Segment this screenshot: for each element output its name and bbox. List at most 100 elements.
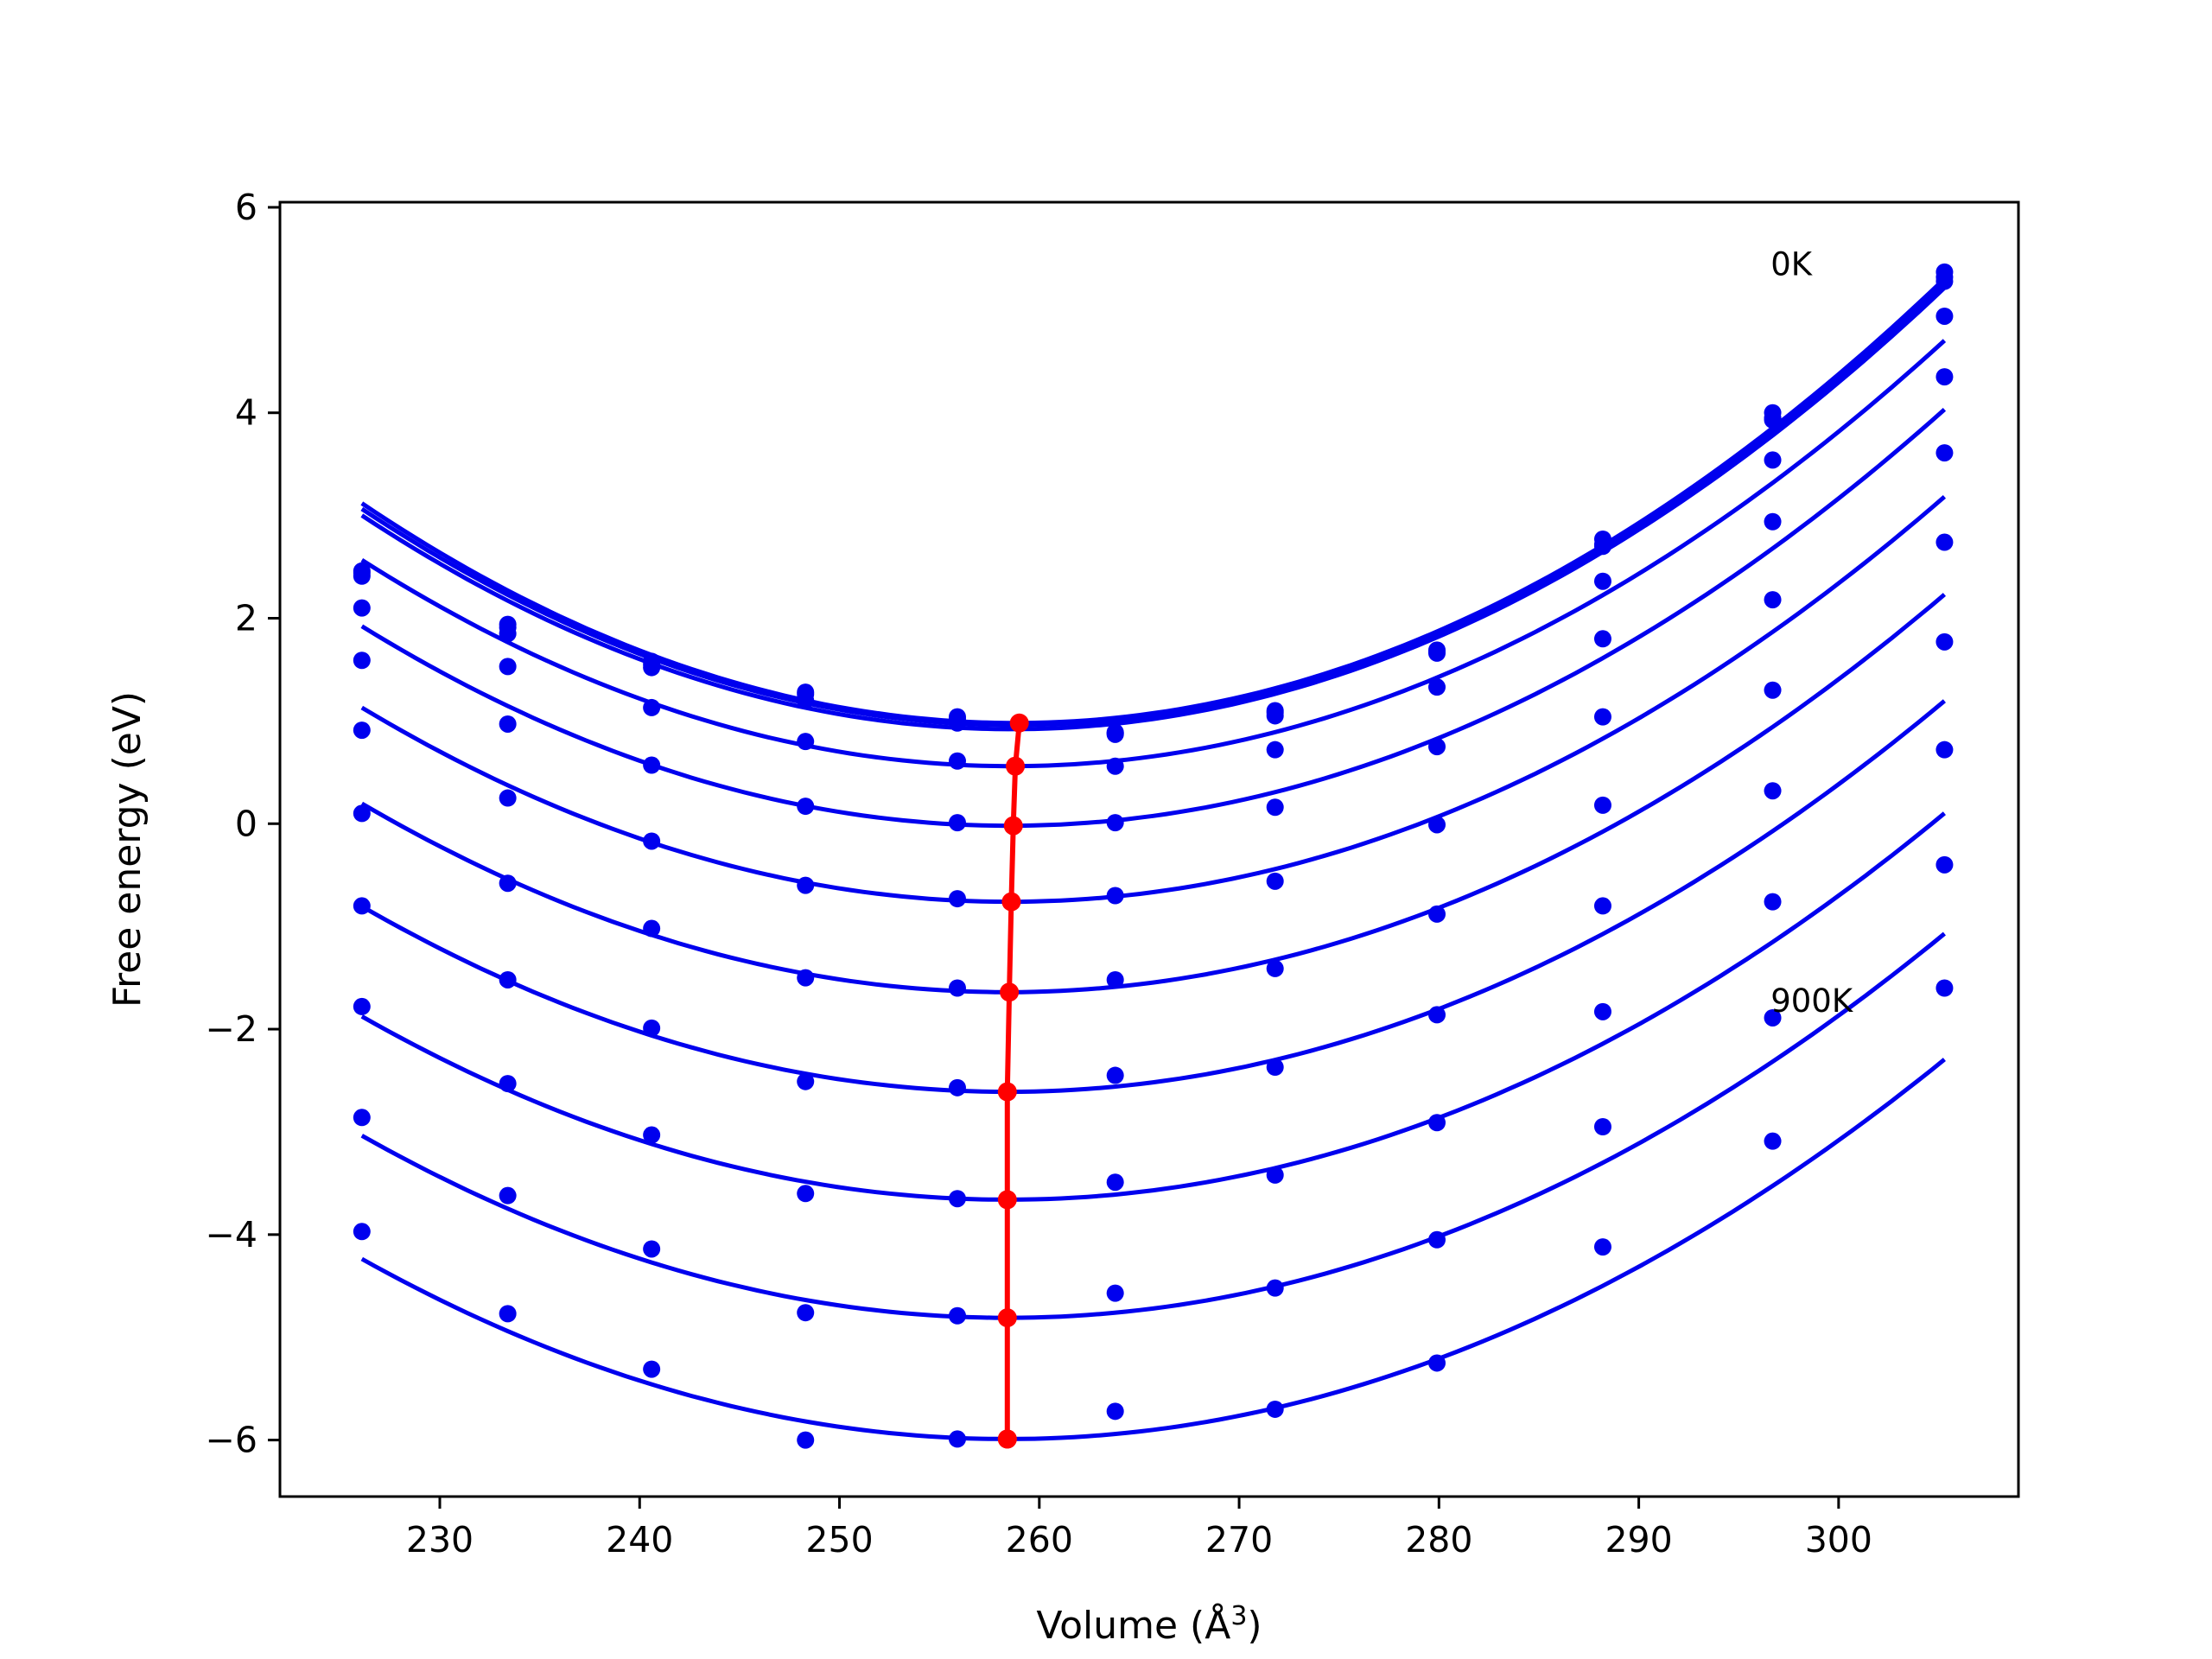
y-tick-label: −2 — [206, 1008, 257, 1050]
minimum-point — [1009, 713, 1029, 733]
minimum-point — [1001, 892, 1021, 912]
data-point — [797, 798, 815, 816]
data-point — [797, 733, 815, 751]
data-point — [797, 691, 815, 709]
data-point — [643, 1240, 661, 1258]
data-point — [353, 1223, 371, 1241]
y-tick-label: 4 — [235, 392, 257, 434]
fit-curve-7 — [360, 593, 1947, 995]
plot-area-frame — [278, 200, 2020, 1498]
x-tick-label: 250 — [805, 1519, 873, 1560]
data-point — [1106, 1402, 1124, 1421]
fit-curve-2 — [360, 282, 1947, 728]
data-point — [797, 1431, 815, 1449]
data-point — [1266, 1279, 1284, 1297]
data-point — [1764, 591, 1782, 609]
data-point — [1106, 970, 1124, 988]
data-point — [1593, 1002, 1611, 1020]
data-point — [1764, 681, 1782, 699]
data-point — [499, 970, 517, 988]
data-point — [353, 997, 371, 1015]
annotation-label: 0K — [1770, 245, 1814, 283]
data-point — [1764, 512, 1782, 531]
data-point — [1428, 1006, 1446, 1024]
data-point — [1106, 887, 1124, 905]
data-point — [643, 832, 661, 850]
fit-curves — [360, 276, 1947, 1441]
data-point — [1593, 1238, 1611, 1256]
fit-curve-11 — [360, 1058, 1946, 1441]
data-point — [797, 1304, 815, 1322]
fit-curve-9 — [360, 811, 1946, 1202]
data-point — [797, 1185, 815, 1203]
data-point — [1266, 1058, 1284, 1077]
data-point — [1936, 855, 1954, 874]
data-point — [643, 919, 661, 938]
data-point — [643, 1019, 661, 1037]
x-tick-label: 270 — [1205, 1519, 1273, 1560]
annotations: 0K 900K — [1770, 245, 1854, 1019]
data-point — [643, 658, 661, 677]
y-tick-label: 0 — [235, 803, 257, 844]
y-tick-label: 2 — [235, 598, 257, 639]
data-point — [643, 698, 661, 716]
y-tick-label: 6 — [235, 187, 257, 228]
fit-curve-3 — [360, 286, 1947, 732]
x-tick-label: 230 — [406, 1519, 474, 1560]
data-point — [1266, 872, 1284, 890]
minimum-point — [997, 1190, 1017, 1210]
minimum-point — [997, 1082, 1017, 1102]
y-axis-ticks: −6 −4 −2 0 2 4 6 — [206, 187, 280, 1461]
data-point — [353, 599, 371, 617]
data-point — [1266, 741, 1284, 759]
data-point — [948, 979, 966, 997]
data-point — [499, 1186, 517, 1205]
data-point — [797, 1072, 815, 1090]
data-point — [1266, 1400, 1284, 1418]
data-point — [1266, 798, 1284, 817]
data-point — [1593, 1118, 1611, 1135]
data-point — [1936, 444, 1954, 462]
data-point — [948, 1190, 966, 1208]
data-point — [1593, 537, 1611, 556]
data-point — [948, 1430, 966, 1448]
annotation-label: 900K — [1770, 982, 1854, 1020]
data-point — [1428, 643, 1446, 661]
data-point — [1593, 572, 1611, 590]
data-point — [1764, 782, 1782, 800]
minimum-point — [997, 1308, 1017, 1328]
data-point — [353, 721, 371, 740]
minima-path — [997, 713, 1029, 1449]
fit-curve-10 — [360, 931, 1946, 1320]
data-point — [1266, 707, 1284, 725]
data-point — [1428, 816, 1446, 834]
minimum-point — [1003, 816, 1023, 836]
data-point — [499, 789, 517, 807]
data-point — [948, 890, 966, 908]
data-point — [353, 804, 371, 823]
data-point — [1764, 451, 1782, 469]
data-point — [1428, 905, 1446, 923]
x-tick-label: 300 — [1805, 1519, 1872, 1560]
data-point — [1428, 738, 1446, 756]
data-point — [1593, 796, 1611, 814]
data-point — [499, 874, 517, 893]
data-point — [499, 625, 517, 643]
data-point — [1106, 1284, 1124, 1302]
data-point — [353, 567, 371, 585]
data-point — [1106, 757, 1124, 775]
data-point — [1266, 959, 1284, 977]
data-point — [1593, 897, 1611, 915]
data-point — [948, 714, 966, 732]
data-point — [1936, 979, 1954, 997]
data-point — [1936, 533, 1954, 551]
data-point — [353, 897, 371, 915]
data-point — [1106, 1173, 1124, 1192]
data-point — [499, 715, 517, 733]
minimum-point — [1006, 756, 1026, 776]
data-point — [1936, 632, 1954, 651]
data-point — [1764, 893, 1782, 911]
data-point — [643, 1126, 661, 1144]
